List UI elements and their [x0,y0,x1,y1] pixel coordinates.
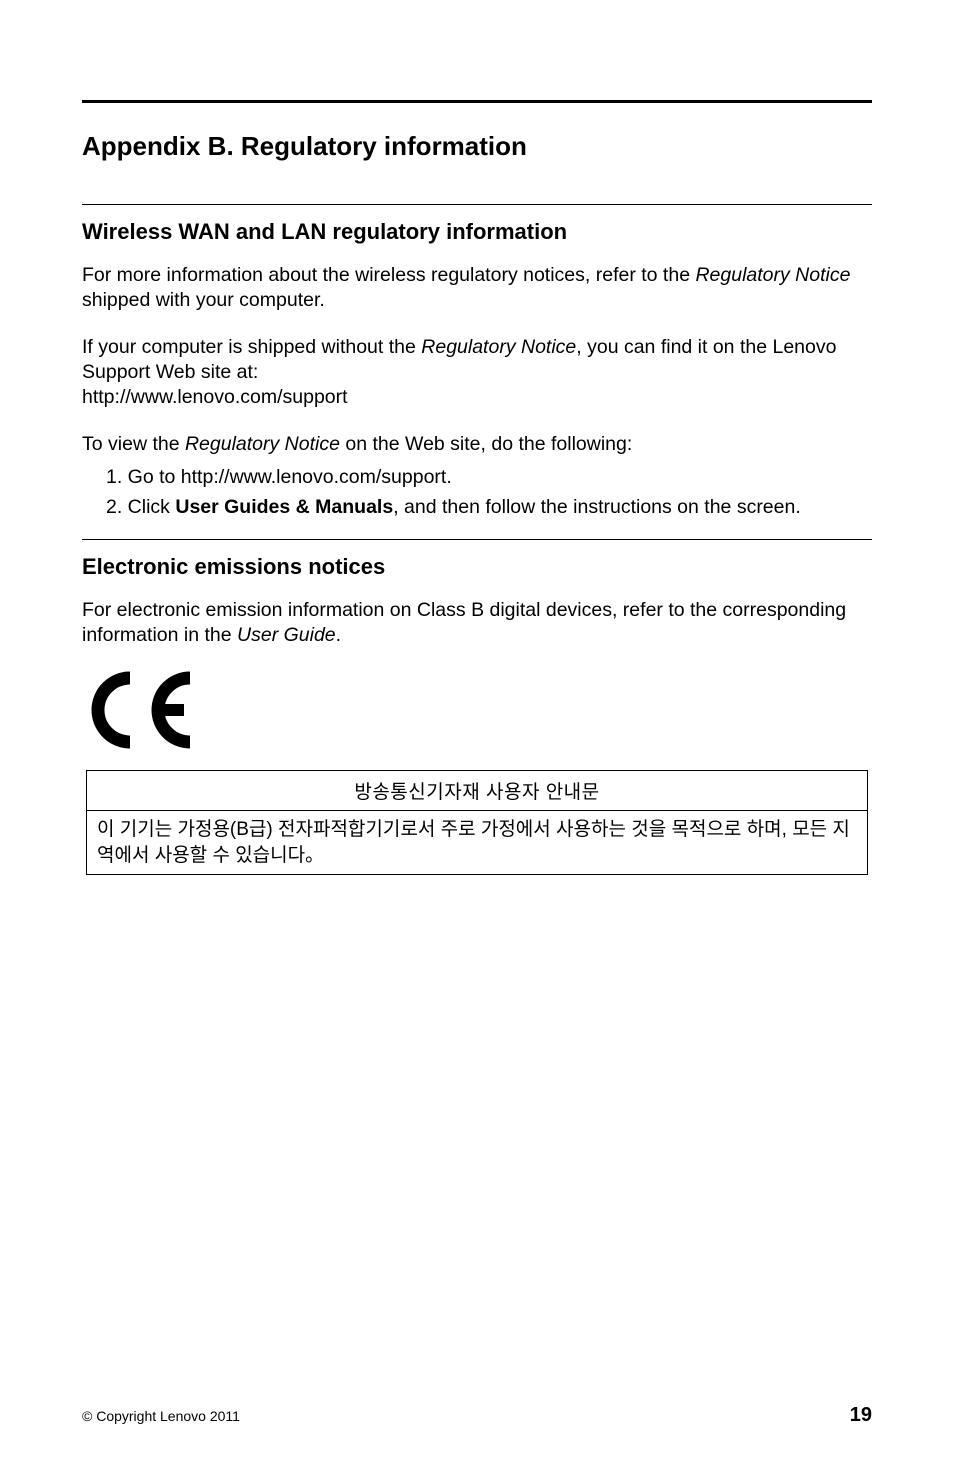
text-run: . [336,624,341,646]
steps-list: 1. Go to http://www.lenovo.com/support. … [82,463,872,522]
section-rule-2 [82,539,872,540]
wireless-para-1: For more information about the wireless … [82,263,872,313]
appendix-title: Appendix B. Regulatory information [82,131,872,162]
text-run: For more information about the wireless … [82,264,695,286]
emissions-para-1: For electronic emission information on C… [82,598,872,648]
korean-notice-body: 이 기기는 가정용(B급) 전자파적합기기로서 주로 가정에서 사용하는 것을 … [86,810,868,875]
text-run: on the Web site, do the following: [340,433,632,455]
emissions-heading: Electronic emissions notices [82,554,872,580]
page-footer: © Copyright Lenovo 2011 19 [82,1404,872,1427]
text-run: To view the [82,433,185,455]
support-url: http://www.lenovo.com/support [82,386,348,408]
korean-notice-title: 방송통신기자재 사용자 안내문 [86,770,868,810]
top-rule [82,100,872,103]
text-run: , and then follow the instructions on th… [393,496,801,518]
page-number: 19 [850,1404,872,1427]
text-run: shipped with your computer. [82,289,325,311]
wireless-heading: Wireless WAN and LAN regulatory informat… [82,219,872,245]
ce-mark-icon [82,670,872,750]
text-run: For electronic emission information on C… [82,599,846,646]
korean-notice-box: 방송통신기자재 사용자 안내문 이 기기는 가정용(B급) 전자파적합기기로서 … [86,770,868,875]
step-2: 2. Click User Guides & Manuals, and then… [106,493,872,521]
wireless-para-2: If your computer is shipped without the … [82,335,872,410]
wireless-para-3: To view the Regulatory Notice on the Web… [82,432,872,457]
text-italic: Regulatory Notice [185,433,340,455]
step-1: 1. Go to http://www.lenovo.com/support. [106,463,872,491]
copyright-text: © Copyright Lenovo 2011 [82,1408,240,1424]
text-italic: User Guide [237,624,336,646]
text-italic: Regulatory Notice [421,336,576,358]
text-run: 2. Click [106,496,175,518]
section-rule-1 [82,204,872,205]
text-run: If your computer is shipped without the [82,336,421,358]
text-italic: Regulatory Notice [695,264,850,286]
text-bold: User Guides & Manuals [175,496,393,518]
